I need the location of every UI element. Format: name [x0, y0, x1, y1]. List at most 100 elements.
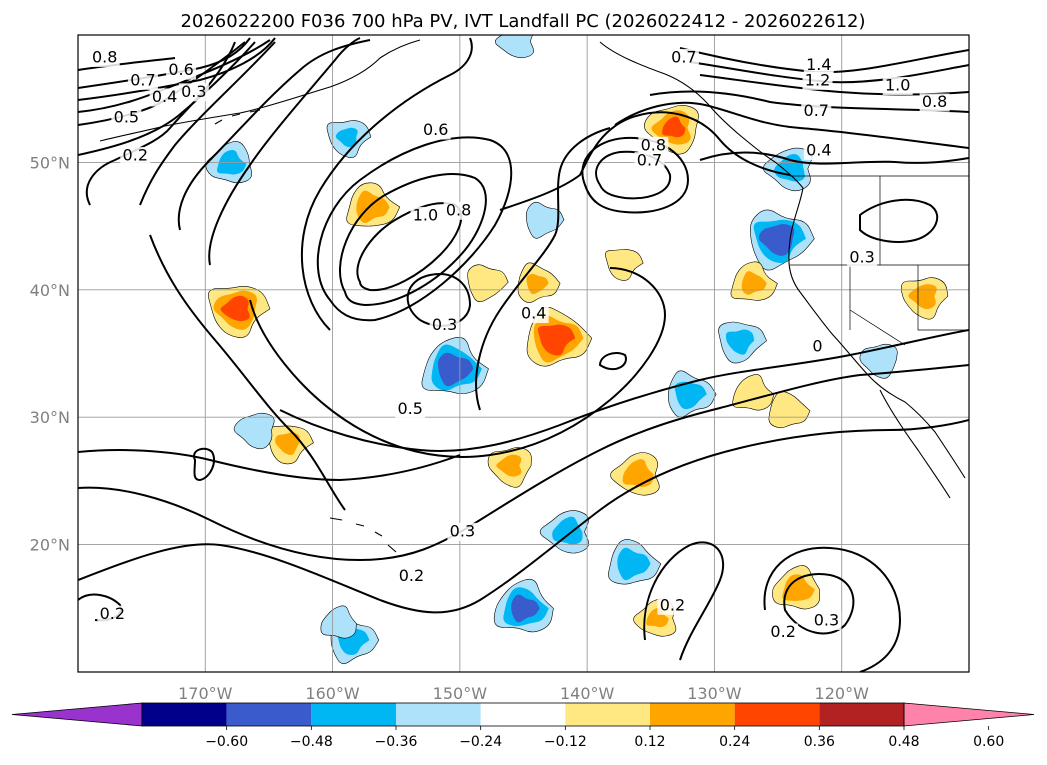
colorbar-segment [819, 703, 904, 726]
contour-label-bg [127, 71, 158, 90]
colorbar-tick-label: 0.60 [973, 734, 1004, 750]
contour-label-bg [518, 305, 549, 324]
ivt-anomaly-band [494, 35, 534, 59]
ivt-anomaly-band [220, 295, 250, 322]
colorbar: −0.60 −0.48 −0.36 −0.24 −0.12 0.12 0.24 0.36 0.4… [11, 702, 1035, 750]
ivt-anomaly-23 [233, 412, 275, 450]
pv-contour-1.0-core [356, 202, 463, 292]
contour-label-bg [802, 338, 833, 357]
contour-label: 0.7 [637, 151, 662, 170]
contour-label-bg [802, 71, 833, 90]
contour-label-bg [847, 248, 878, 267]
pv-contour-0.3-se-loop [783, 573, 855, 635]
pv-contour-0.5-trough-east [300, 37, 473, 331]
pv-contour-0.6-nw [78, 37, 276, 101]
pv-contour-0.2-subtropic [78, 419, 969, 614]
contour-label-bg [803, 141, 834, 160]
ivt-anomaly-27 [525, 201, 565, 239]
contour-label: 0.2 [123, 146, 148, 165]
ivt-anomaly-10 [487, 447, 532, 488]
colorbar-segment [480, 703, 566, 726]
colorbar-tick-label: −0.60 [205, 734, 248, 750]
colorbar-tick-label: 0.48 [888, 734, 919, 750]
colorbar-tick-label: −0.36 [375, 734, 418, 750]
contour-label-bg [395, 400, 426, 419]
map-area: 0.80.70.60.50.4 0.30.20.61.0 0.80.30.40.50… [78, 35, 969, 672]
map-frame [77, 34, 970, 673]
contour-label-bg [668, 48, 699, 67]
pv-contour-trough-west [149, 234, 346, 511]
contour-label-bg [178, 83, 209, 102]
ivt-anomaly-band [233, 412, 275, 450]
contour-label: 0.5 [114, 107, 139, 126]
pv-contour-0.8-closed [595, 150, 672, 200]
ivt-anomaly-31 [320, 605, 357, 639]
longitude-ticks: 170°W 160°W 150°W 140°W 130°W 120°W [178, 684, 869, 703]
pv-contour-0.8-ridge [649, 90, 969, 113]
contour-label: 0.4 [806, 140, 831, 159]
contour-label-bg [410, 206, 441, 225]
contour-label: 0.5 [397, 399, 422, 418]
contour-label-bg [149, 88, 180, 107]
pv-contour-0.3-trough [139, 41, 276, 206]
alaska-panhandle-coast [599, 41, 804, 189]
lat-tick-label: 40°N [30, 281, 70, 300]
contour-label: 1.0 [885, 75, 910, 94]
pv-contour-0.3-nw [78, 41, 256, 156]
lon-tick-label: 150°W [433, 684, 488, 703]
ivt-anomaly-11 [539, 510, 589, 554]
ivt-anomaly-30 [494, 35, 534, 59]
ivt-anomaly-band [646, 607, 669, 628]
ivt-anomaly-9 [266, 425, 314, 465]
contour-label: 0 [812, 337, 822, 356]
contour-label-bg [111, 108, 142, 127]
latitude-ticks: 20°N 30°N 40°N 50°N [30, 153, 70, 554]
contour-label-bg [447, 522, 478, 541]
ivt-anomaly-16 [900, 277, 949, 320]
ivt-anomaly-band [511, 594, 540, 623]
ivt-anomaly-band [617, 547, 651, 581]
contour-label-bg [919, 93, 950, 112]
colorbar-tick-label: −0.12 [544, 734, 587, 750]
contour-label: 0.7 [130, 70, 155, 89]
colorbar-tick-label: −0.48 [290, 734, 333, 750]
colorbar-tick-label: −0.24 [459, 734, 502, 750]
contour-label: 0.2 [660, 595, 685, 614]
baja-coast [879, 389, 951, 499]
ivt-anomaly-7 [608, 539, 662, 585]
ivt-anomaly-15 [718, 321, 767, 364]
colorbar-extend-high [903, 702, 1035, 727]
contour-label: 0.8 [92, 47, 117, 66]
lon-tick-label: 130°W [687, 684, 742, 703]
ivt-anomaly-band [622, 459, 654, 487]
contour-label-bg [634, 152, 665, 171]
ivt-anomaly-5 [610, 452, 660, 496]
contour-label-bg [803, 56, 834, 75]
ivt-anomaly-3 [208, 286, 271, 338]
ivt-anomaly-band [467, 264, 509, 303]
pv-contour-0.7-closed [581, 136, 690, 214]
pv-contour-0.2-south-loop [643, 541, 725, 661]
contour-label: 1.0 [413, 205, 438, 224]
contour-label-bg [768, 623, 799, 642]
ivt-anomaly-19 [730, 261, 778, 301]
lat-tick-label: 20°N [30, 536, 70, 555]
colorbar-segment [311, 703, 396, 726]
pv-contour-0.5-trough [208, 37, 361, 266]
coastlines [99, 39, 969, 553]
ivt-anomaly-2 [749, 209, 815, 271]
contour-label: 0.2 [399, 566, 424, 585]
pv-contour-0.5-subtropic [78, 449, 461, 482]
colorbar-segment [226, 703, 312, 726]
ivt-anomaly-band [537, 324, 576, 356]
ivt-anomaly-band [662, 116, 686, 138]
contour-label-bg [882, 76, 913, 95]
ivt-anomaly-band [552, 516, 583, 545]
pv-contour-0.8-core [339, 173, 487, 307]
ivt-anomaly-band [496, 454, 522, 477]
contour-label: 0.3 [181, 82, 206, 101]
ivt-anomaly-band [725, 329, 755, 355]
lon-tick-label: 170°W [178, 684, 233, 703]
contour-label: 0.6 [168, 60, 193, 79]
